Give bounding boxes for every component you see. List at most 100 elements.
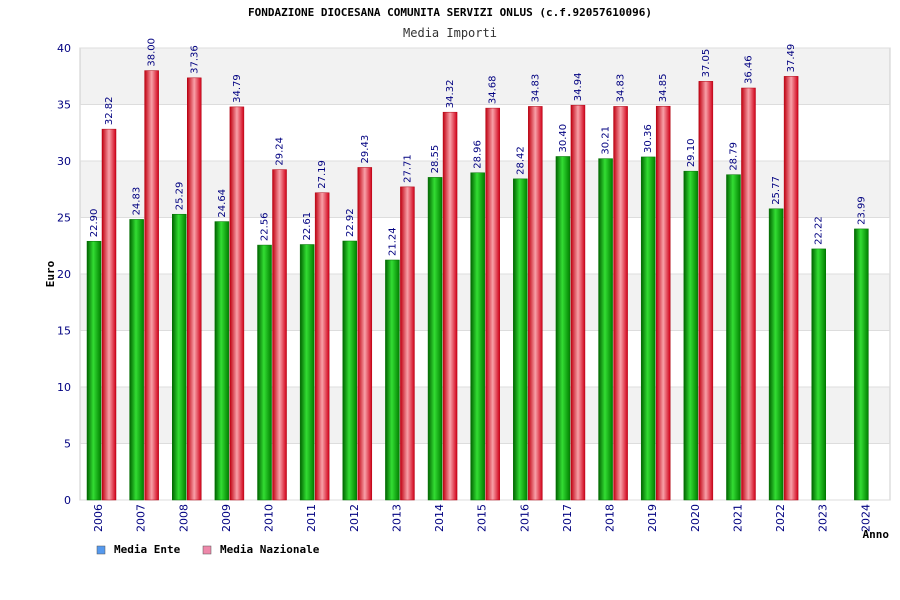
value-label: 30.40 bbox=[558, 124, 569, 153]
value-label: 36.46 bbox=[743, 55, 754, 84]
legend-label-media-nazionale: Media Nazionale bbox=[220, 543, 320, 556]
x-tick-label: 2022 bbox=[774, 504, 787, 532]
value-label: 37.36 bbox=[189, 45, 200, 74]
bar-media-nazionale-2021 bbox=[741, 87, 756, 501]
y-tick-label: 10 bbox=[57, 381, 71, 394]
bar-media-nazionale-2008 bbox=[187, 77, 202, 501]
value-label: 25.29 bbox=[174, 182, 185, 211]
y-tick-label: 5 bbox=[64, 438, 71, 451]
value-label: 27.71 bbox=[402, 154, 413, 183]
y-tick-label: 0 bbox=[64, 494, 71, 507]
value-label: 34.32 bbox=[445, 80, 456, 109]
x-tick-label: 2014 bbox=[433, 504, 446, 532]
bar-media-nazionale-2016 bbox=[528, 106, 543, 501]
value-label: 29.10 bbox=[686, 139, 697, 168]
x-tick-label: 2006 bbox=[92, 504, 105, 532]
value-label: 28.96 bbox=[473, 140, 484, 169]
value-label: 23.99 bbox=[856, 196, 867, 225]
y-tick-label: 15 bbox=[57, 325, 71, 338]
x-tick-label: 2007 bbox=[135, 504, 148, 532]
x-tick-label: 2009 bbox=[220, 504, 233, 532]
x-tick-label: 2018 bbox=[604, 504, 617, 532]
value-label: 21.24 bbox=[387, 227, 398, 256]
bar-media-ente-2009 bbox=[214, 221, 230, 501]
chart-subtitle: Media Importi bbox=[403, 26, 497, 40]
bar-media-nazionale-2020 bbox=[698, 81, 714, 501]
bar-media-nazionale-2010 bbox=[272, 169, 287, 501]
bar-media-ente-2013 bbox=[385, 259, 400, 501]
x-tick-label: 2019 bbox=[646, 504, 659, 532]
value-label: 30.21 bbox=[601, 126, 612, 155]
value-label: 24.83 bbox=[132, 187, 143, 216]
bar-media-ente-2022 bbox=[768, 208, 784, 501]
value-label: 27.19 bbox=[317, 160, 328, 189]
value-label: 22.56 bbox=[260, 212, 271, 241]
bar-media-ente-2006 bbox=[86, 240, 102, 501]
value-label: 37.05 bbox=[701, 49, 712, 78]
bar-media-nazionale-2009 bbox=[229, 106, 245, 501]
bar-media-ente-2012 bbox=[342, 240, 358, 501]
value-label: 38.00 bbox=[147, 38, 158, 67]
value-label: 32.82 bbox=[104, 96, 115, 125]
bar-media-ente-2020 bbox=[683, 170, 699, 501]
value-label: 28.42 bbox=[515, 146, 526, 175]
value-label: 34.83 bbox=[616, 74, 627, 103]
legend-label-media-ente: Media Ente bbox=[114, 543, 181, 556]
y-tick-label: 35 bbox=[57, 99, 71, 112]
x-tick-label: 2021 bbox=[731, 504, 744, 532]
x-axis-label: Anno bbox=[863, 528, 890, 541]
value-label: 22.92 bbox=[345, 208, 356, 237]
bar-media-ente-2021 bbox=[726, 174, 741, 501]
bar-media-ente-2007 bbox=[129, 219, 144, 501]
bar-media-ente-2017 bbox=[555, 156, 571, 501]
x-tick-label: 2024 bbox=[859, 504, 872, 532]
y-axis-ticks: 0 5 10 15 20 25 30 35 40 bbox=[57, 42, 71, 507]
value-label: 34.79 bbox=[232, 74, 243, 103]
x-axis-ticks: 2006 2007 2008 2009 2010 2011 2012 2013 2014 2015… bbox=[92, 504, 872, 532]
value-label: 24.64 bbox=[217, 189, 228, 218]
value-label: 30.36 bbox=[643, 124, 654, 153]
x-tick-label: 2012 bbox=[348, 504, 361, 532]
bar-media-ente-2018 bbox=[598, 158, 613, 501]
value-label: 28.79 bbox=[728, 142, 739, 171]
value-label: 34.68 bbox=[488, 75, 499, 104]
bar-media-ente-2011 bbox=[299, 244, 315, 501]
x-tick-label: 2011 bbox=[305, 504, 318, 532]
x-tick-label: 2015 bbox=[476, 504, 489, 532]
bar-media-nazionale-2018 bbox=[613, 106, 628, 501]
x-tick-label: 2010 bbox=[263, 504, 276, 532]
x-tick-label: 2017 bbox=[561, 504, 574, 532]
x-tick-label: 2008 bbox=[177, 504, 190, 532]
bar-media-nazionale-2014 bbox=[442, 111, 458, 501]
value-label: 22.90 bbox=[89, 209, 100, 238]
bar-media-nazionale-2011 bbox=[314, 192, 330, 501]
value-label: 28.55 bbox=[430, 145, 441, 174]
bar-media-ente-2008 bbox=[172, 213, 187, 501]
bar-media-ente-2010 bbox=[257, 244, 272, 501]
bars-group bbox=[86, 70, 869, 501]
legend-swatch-media-ente bbox=[96, 545, 106, 555]
y-tick-label: 40 bbox=[57, 42, 71, 55]
value-labels: 22.90 32.82 24.83 38.00 25.29 37.36 24.64 34.79… bbox=[89, 38, 867, 256]
bar-media-ente-2024 bbox=[854, 228, 869, 501]
y-tick-label: 20 bbox=[57, 268, 71, 281]
value-label: 22.61 bbox=[302, 212, 313, 241]
value-label: 25.77 bbox=[771, 176, 782, 205]
bar-media-ente-2023 bbox=[811, 248, 826, 501]
value-label: 34.85 bbox=[658, 74, 669, 103]
bar-media-nazionale-2015 bbox=[485, 107, 500, 501]
x-tick-label: 2013 bbox=[390, 504, 403, 532]
bar-media-ente-2015 bbox=[470, 172, 485, 501]
chart-title: FONDAZIONE DIOCESANA COMUNITA SERVIZI ON… bbox=[248, 6, 652, 19]
value-label: 34.83 bbox=[530, 74, 541, 103]
bar-media-nazionale-2006 bbox=[101, 128, 117, 501]
bar-media-nazionale-2017 bbox=[570, 104, 586, 501]
value-label: 37.49 bbox=[786, 44, 797, 73]
y-tick-label: 30 bbox=[57, 155, 71, 168]
value-label: 34.94 bbox=[573, 73, 584, 102]
value-label: 22.22 bbox=[814, 216, 825, 245]
y-axis-label: Euro bbox=[44, 260, 57, 287]
x-tick-label: 2023 bbox=[817, 504, 830, 532]
value-label: 29.43 bbox=[360, 135, 371, 164]
